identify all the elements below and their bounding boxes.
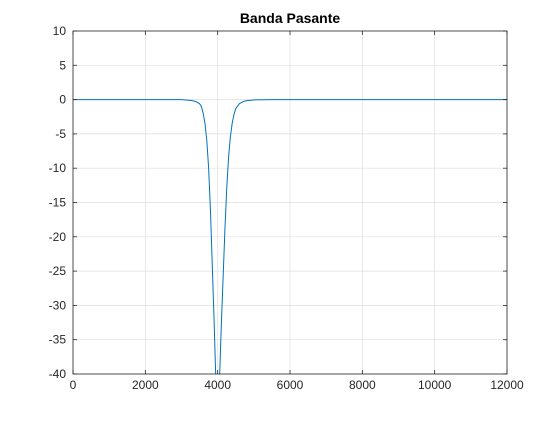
x-tick-labels: 0 2000 4000 6000 8000 10000 12000 bbox=[70, 378, 524, 392]
y-tick-label: -10 bbox=[49, 161, 67, 175]
tick-marks bbox=[72, 30, 508, 375]
chart-title: Banda Pasante bbox=[240, 10, 341, 26]
x-tick-label: 10000 bbox=[418, 378, 452, 392]
y-tick-label: -20 bbox=[49, 230, 67, 244]
y-tick-label: -5 bbox=[55, 127, 66, 141]
y-tick-label: -40 bbox=[49, 367, 67, 381]
y-tick-label: 0 bbox=[59, 93, 66, 107]
x-tick-label: 0 bbox=[70, 378, 77, 392]
y-tick-label: 10 bbox=[53, 24, 67, 38]
x-tick-label: 12000 bbox=[490, 378, 524, 392]
series-group bbox=[73, 99, 507, 374]
y-tick-label: -15 bbox=[49, 196, 67, 210]
y-tick-label: -35 bbox=[49, 333, 67, 347]
y-tick-label: 5 bbox=[59, 58, 66, 72]
x-tick-label: 4000 bbox=[204, 378, 231, 392]
x-tick-label: 2000 bbox=[132, 378, 159, 392]
x-tick-label: 6000 bbox=[277, 378, 304, 392]
series-line bbox=[73, 99, 507, 374]
x-tick-label: 8000 bbox=[349, 378, 376, 392]
y-tick-label: -25 bbox=[49, 264, 67, 278]
y-tick-labels: 10 5 0 -5 -10 -15 -20 -25 -30 -35 -40 bbox=[49, 24, 67, 381]
y-tick-label: -30 bbox=[49, 298, 67, 312]
